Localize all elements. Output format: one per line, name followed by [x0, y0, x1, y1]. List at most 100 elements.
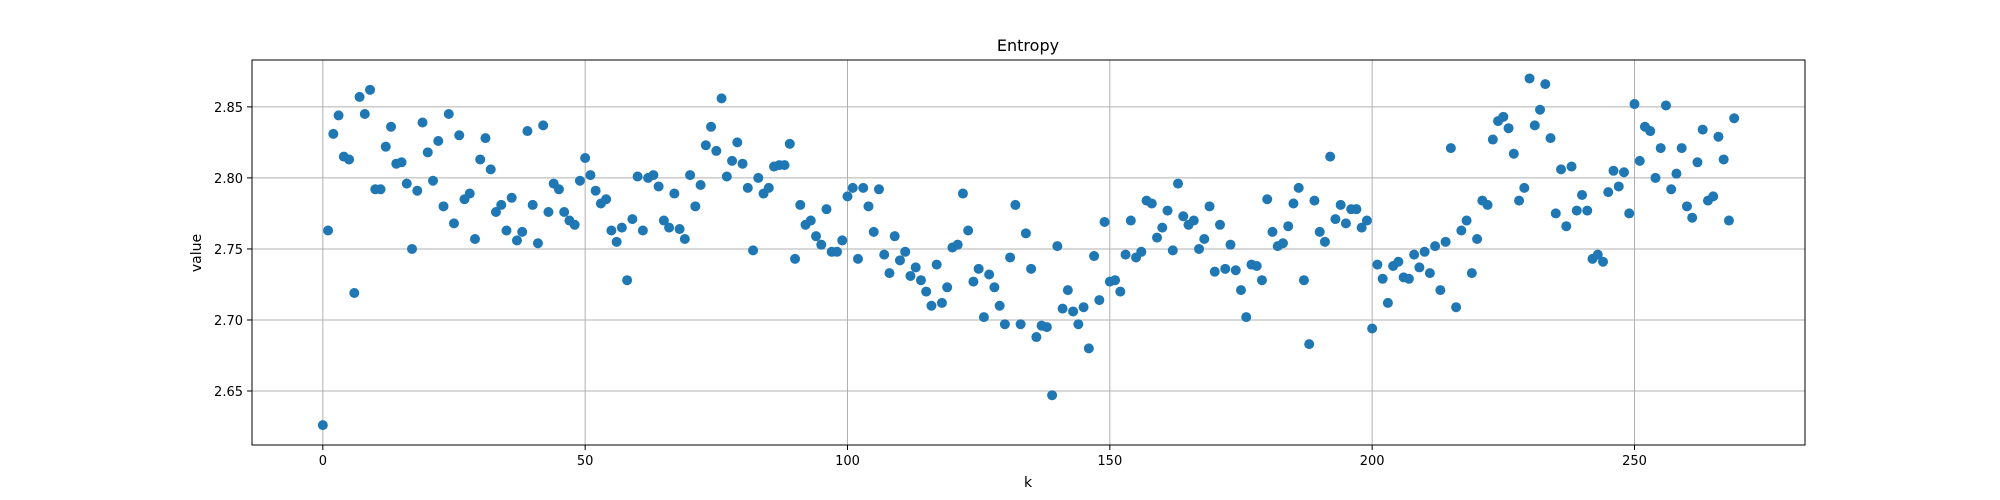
- data-point: [1188, 215, 1199, 226]
- data-point: [323, 225, 334, 236]
- data-point: [952, 239, 963, 250]
- data-point: [627, 214, 638, 225]
- data-point: [1393, 256, 1404, 267]
- data-point: [1624, 208, 1635, 219]
- data-point: [606, 225, 617, 236]
- data-point: [1288, 198, 1299, 209]
- data-point: [1125, 215, 1136, 226]
- data-point: [1057, 303, 1068, 314]
- data-point: [1519, 182, 1530, 193]
- data-point: [905, 270, 916, 281]
- data-point: [884, 268, 895, 279]
- data-point: [1377, 273, 1388, 284]
- data-point: [706, 121, 717, 132]
- data-point: [732, 137, 743, 148]
- data-point: [1550, 208, 1561, 219]
- data-point: [1194, 243, 1205, 254]
- data-point: [480, 133, 491, 144]
- data-point: [1115, 286, 1126, 297]
- data-point: [837, 235, 848, 246]
- data-point: [1535, 104, 1546, 115]
- data-point: [1618, 167, 1629, 178]
- data-point: [1451, 302, 1462, 313]
- data-point: [831, 246, 842, 257]
- data-point: [1293, 182, 1304, 193]
- data-point: [585, 170, 596, 181]
- data-point: [795, 199, 806, 210]
- data-point: [1456, 225, 1467, 236]
- data-point: [1676, 143, 1687, 154]
- data-point: [989, 282, 1000, 293]
- data-point: [590, 185, 601, 196]
- data-point: [1062, 285, 1073, 296]
- data-point: [1047, 390, 1058, 401]
- data-point: [386, 121, 397, 132]
- data-point: [1603, 187, 1614, 198]
- data-point: [1666, 184, 1677, 195]
- data-point: [1283, 221, 1294, 232]
- data-point: [926, 300, 937, 311]
- data-point: [580, 153, 591, 164]
- data-point: [574, 175, 585, 186]
- data-point: [858, 182, 869, 193]
- data-point: [1235, 285, 1246, 296]
- data-point: [842, 191, 853, 202]
- data-point: [1461, 215, 1472, 226]
- data-point: [1078, 302, 1089, 313]
- data-point: [1209, 266, 1220, 277]
- data-point: [412, 185, 423, 196]
- data-point: [779, 160, 790, 171]
- data-point: [1094, 295, 1105, 306]
- data-point: [936, 297, 947, 308]
- data-point: [433, 135, 444, 146]
- data-point: [1298, 275, 1309, 286]
- data-point: [454, 130, 465, 141]
- data-point: [1157, 222, 1168, 233]
- data-point: [333, 110, 344, 121]
- data-point: [1466, 268, 1477, 279]
- data-point: [1220, 263, 1231, 274]
- data-point: [632, 171, 643, 182]
- data-point: [349, 287, 360, 298]
- data-point: [1052, 241, 1063, 252]
- data-point: [1440, 236, 1451, 247]
- data-point: [538, 120, 549, 131]
- data-point: [968, 276, 979, 287]
- data-point: [1083, 343, 1094, 354]
- data-point: [1136, 246, 1147, 257]
- data-point: [443, 108, 454, 119]
- data-point: [894, 255, 905, 266]
- data-point: [1267, 226, 1278, 237]
- plot-area-frame: [251, 59, 1806, 446]
- data-point: [1718, 154, 1729, 165]
- data-point: [1225, 239, 1236, 250]
- data-point: [1435, 285, 1446, 296]
- data-point: [1650, 172, 1661, 183]
- data-point: [1146, 198, 1157, 209]
- data-point: [1230, 265, 1241, 276]
- x-tick-label: 150: [1097, 454, 1122, 469]
- data-point: [1508, 148, 1519, 159]
- data-point: [1697, 124, 1708, 135]
- data-point: [863, 201, 874, 212]
- data-point: [1419, 246, 1430, 257]
- data-point: [1414, 262, 1425, 273]
- data-point: [957, 188, 968, 199]
- data-point: [328, 128, 339, 139]
- data-point: [1277, 238, 1288, 249]
- data-point: [1713, 131, 1724, 142]
- data-point: [700, 140, 711, 151]
- data-point: [344, 154, 355, 165]
- y-tick-label: 2.80: [214, 172, 243, 187]
- data-point: [1598, 256, 1609, 267]
- data-point: [616, 222, 627, 233]
- data-point: [1041, 322, 1052, 333]
- data-point: [1010, 199, 1021, 210]
- data-point: [695, 180, 706, 191]
- data-point: [1571, 205, 1582, 216]
- data-point: [1325, 151, 1336, 162]
- data-point: [354, 91, 365, 102]
- data-point: [1472, 234, 1483, 245]
- data-point: [1031, 332, 1042, 343]
- x-axis-label: k: [1024, 475, 1033, 491]
